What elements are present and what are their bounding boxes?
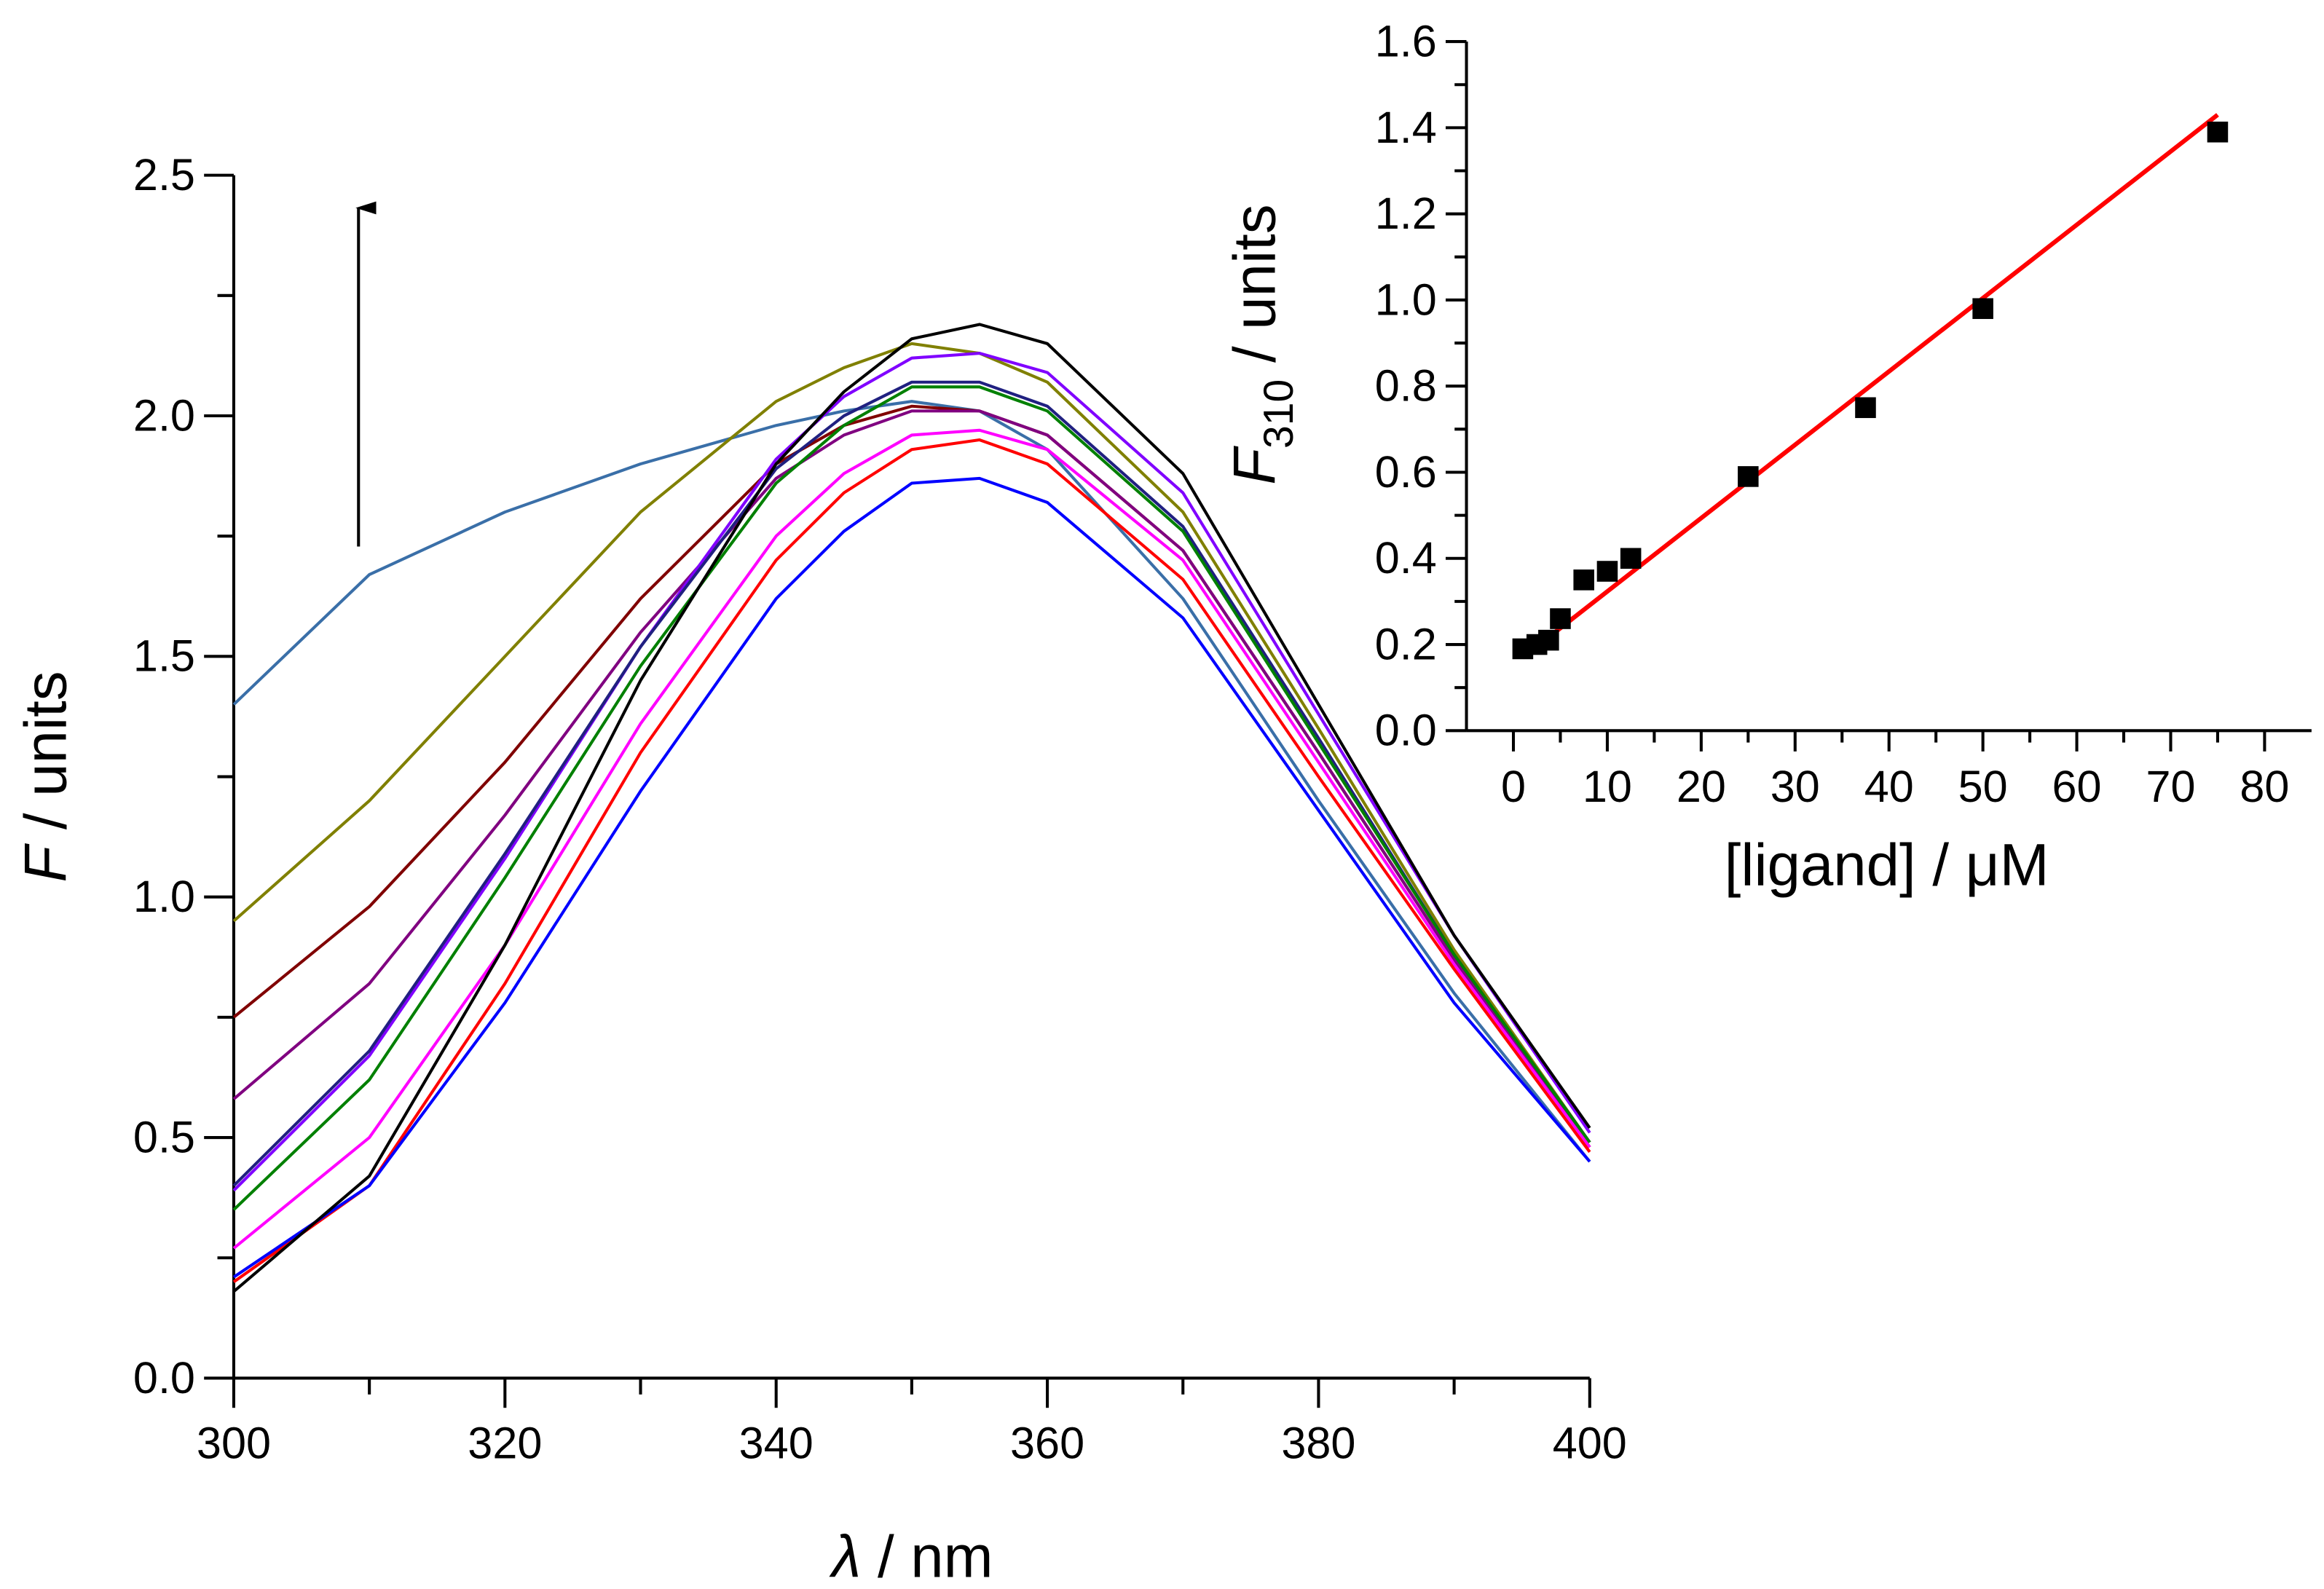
x-tick-label: 40: [1864, 762, 1914, 811]
x-tick-label: 360: [1010, 1419, 1084, 1468]
y-tick-label: 0.4: [1375, 533, 1437, 583]
y-tick-label: 0.6: [1375, 447, 1437, 497]
data-point: [1855, 397, 1876, 419]
data-point: [1738, 466, 1759, 487]
spectrum-line: [232, 438, 1591, 1283]
x-tick-label: 50: [1958, 762, 2008, 811]
x-tick-label: 380: [1281, 1419, 1355, 1468]
y-label-symbol: F: [13, 843, 79, 883]
y-tick-label: 0.8: [1375, 361, 1437, 411]
x-tick-label: 70: [2146, 762, 2195, 811]
y-axis-label: F / units: [13, 671, 79, 882]
x-axis-label: λ / nm: [829, 1524, 993, 1589]
x-tick-label: 10: [1583, 762, 1632, 811]
y-tick-label: 2.0: [133, 390, 195, 440]
x-tick-label: 60: [2052, 762, 2102, 811]
x-label-symbol: λ: [829, 1524, 861, 1589]
y-tick-label: 0.0: [133, 1353, 195, 1403]
spectrum-line: [232, 385, 1591, 1211]
data-point: [1972, 298, 1993, 320]
y-tick-label: 2.5: [133, 150, 195, 200]
spectrum-line: [232, 400, 1591, 1163]
fit-line: [1521, 113, 2219, 660]
x-tick-label: 0: [1501, 762, 1526, 811]
y-tick-label: 1.5: [133, 631, 195, 681]
inset-y-axis-label: F310 / units: [1221, 204, 1301, 484]
x-tick-label: 300: [197, 1419, 271, 1468]
spectrum-line: [232, 380, 1591, 1187]
x-tick-label: 320: [468, 1419, 542, 1468]
y-label-text: / units: [13, 671, 79, 845]
y-tick-label: 0.0: [1375, 706, 1437, 755]
y-tick-label: 1.0: [1375, 275, 1437, 324]
data-point: [1538, 629, 1559, 651]
y-tick-label: 0.5: [133, 1112, 195, 1162]
x-tick-label: 80: [2240, 762, 2289, 811]
data-point: [2207, 122, 2229, 143]
y-tick-label: 1.4: [1375, 103, 1437, 152]
inset-y-label-text: / units: [1221, 204, 1288, 379]
data-point: [1573, 569, 1594, 591]
x-tick-label: 400: [1553, 1419, 1627, 1468]
spectrum-line: [232, 409, 1591, 1148]
x-tick-label: 20: [1677, 762, 1726, 811]
data-point: [1550, 608, 1571, 629]
spectrum-line: [232, 404, 1591, 1148]
spectrum-line: [232, 476, 1591, 1279]
data-point: [1620, 548, 1642, 569]
y-tick-label: 1.2: [1375, 189, 1437, 238]
inset-y-label-sub: 310: [1256, 379, 1302, 449]
y-tick-label: 1.0: [133, 872, 195, 921]
inset-y-label-symbol: F: [1221, 446, 1288, 485]
x-label-text: / nm: [861, 1524, 993, 1589]
x-tick-label: 30: [1770, 762, 1820, 811]
y-tick-label: 1.6: [1375, 16, 1437, 66]
spectrum-line: [232, 352, 1591, 1192]
data-point: [1596, 561, 1618, 582]
x-tick-label: 340: [739, 1419, 814, 1468]
y-tick-label: 0.2: [1375, 619, 1437, 669]
inset-x-axis-label: [ligand] / μM: [1725, 832, 2049, 898]
spectrum-line: [232, 323, 1591, 1293]
spectrum-line: [232, 342, 1591, 1143]
